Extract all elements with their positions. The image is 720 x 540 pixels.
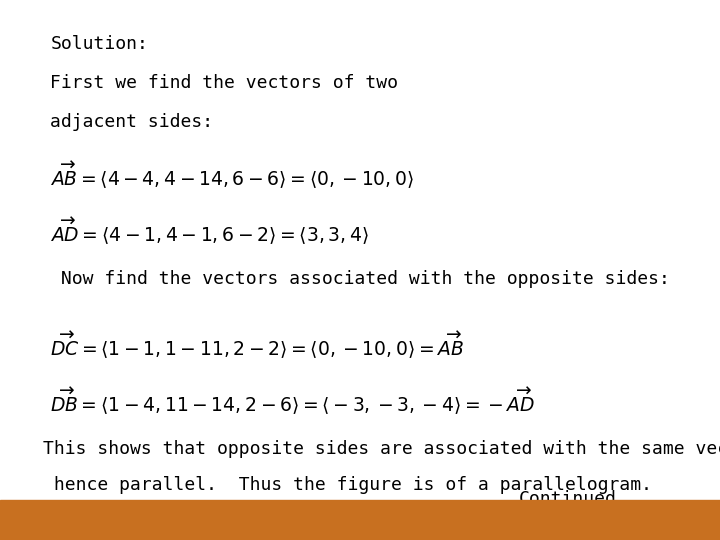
Text: hence parallel.  Thus the figure is of a parallelogram.: hence parallel. Thus the figure is of a … (43, 476, 652, 494)
Text: Now find the vectors associated with the opposite sides:: Now find the vectors associated with the… (50, 270, 670, 288)
Text: $\overrightarrow{AB} = \langle 4-4,4-14,6-6\rangle = \langle 0,-10,0\rangle$: $\overrightarrow{AB} = \langle 4-4,4-14,… (50, 159, 415, 191)
Text: Solution:: Solution: (50, 35, 148, 53)
Text: $\overrightarrow{AD} = \langle 4-1,4-1,6-2\rangle = \langle 3,3,4\rangle$: $\overrightarrow{AD} = \langle 4-1,4-1,6… (50, 216, 369, 247)
Text: This shows that opposite sides are associated with the same vector,: This shows that opposite sides are assoc… (43, 440, 720, 458)
Text: $\overrightarrow{DC} = \langle 1-1,1-11,2-2\rangle = \langle 0,-10,0\rangle = \o: $\overrightarrow{DC} = \langle 1-1,1-11,… (50, 329, 464, 361)
Text: First we find the vectors of two: First we find the vectors of two (50, 74, 398, 92)
Text: Continued: Continued (518, 490, 616, 508)
Text: $\overrightarrow{DB} = \langle 1-4,11-14,2-6\rangle = \langle -3,-3,-4\rangle = : $\overrightarrow{DB} = \langle 1-4,11-14… (50, 386, 535, 417)
Text: adjacent sides:: adjacent sides: (50, 113, 214, 131)
Bar (0, 500, 720, 540)
